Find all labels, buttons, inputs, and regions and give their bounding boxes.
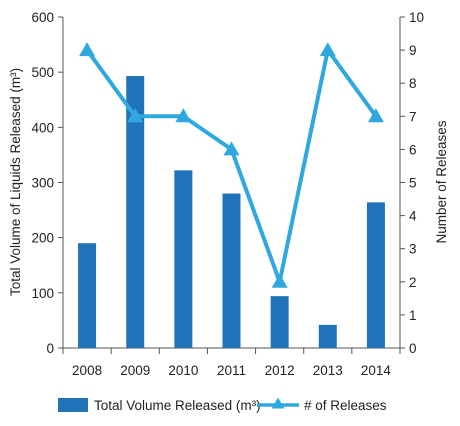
y-right-tick-label: 6 [409,142,417,157]
x-tick-label: 2008 [72,363,102,378]
line-layer [79,42,384,288]
bar-2012 [270,296,289,348]
y-right-tick-label: 1 [409,308,417,323]
y-right-tick-label: 7 [409,109,417,124]
bar-2008 [78,243,97,348]
line-point-2012 [271,273,288,288]
x-tick-label: 2014 [361,363,392,378]
line-point-2014 [367,108,384,123]
legend-line-label: # of Releases [304,398,387,413]
line-point-2011 [223,141,240,156]
y-right-tick-label: 5 [409,176,417,191]
y-right-tick-label: 3 [409,242,417,257]
bar-2010 [174,170,193,348]
line-point-2013 [319,42,336,57]
x-tick-label: 2009 [120,363,150,378]
x-tick-label: 2010 [168,363,198,378]
legend-bar-label: Total Volume Released (m³) [94,398,261,413]
y-right-tick-label: 4 [409,209,417,224]
bar-2014 [366,202,385,348]
y-right-tick-label: 2 [409,275,417,290]
y-left-tick-label: 300 [31,176,54,191]
y-right-tick-label: 8 [409,76,417,91]
y-left-tick-label: 400 [31,120,54,135]
y-right-tick-label: 10 [409,10,424,25]
y-axis-right-title: Number of Releases [434,120,449,243]
y-left-tick-label: 0 [46,341,54,356]
y-axis-left-title: Total Volume of Liquids Released (m³) [8,68,23,296]
bars-layer [78,76,385,349]
x-tick-label: 2011 [217,363,246,378]
line-point-2009 [127,108,144,123]
ticks-layer: 0 100 200 300 400 500 600 0 1 2 3 4 5 6 7 8 9 10 2008 2009 2… [31,10,424,378]
bar-2009 [126,76,145,349]
y-left-tick-label: 100 [31,286,54,301]
y-left-tick-label: 500 [31,65,54,80]
bar-2013 [318,324,337,348]
x-tick-label: 2013 [313,363,343,378]
y-right-tick-label: 0 [409,341,417,356]
line-point-2008 [79,42,96,57]
legend-bar-swatch [58,398,88,412]
y-right-tick-label: 9 [409,43,417,58]
y-left-tick-label: 200 [31,231,54,246]
legend-triangle-marker [271,397,285,409]
x-tick-label: 2012 [265,363,295,378]
legend: Total Volume Released (m³) # of Releases [58,397,387,413]
line-point-2010 [175,108,192,123]
bar-2011 [222,193,241,348]
y-left-tick-label: 600 [31,10,54,25]
